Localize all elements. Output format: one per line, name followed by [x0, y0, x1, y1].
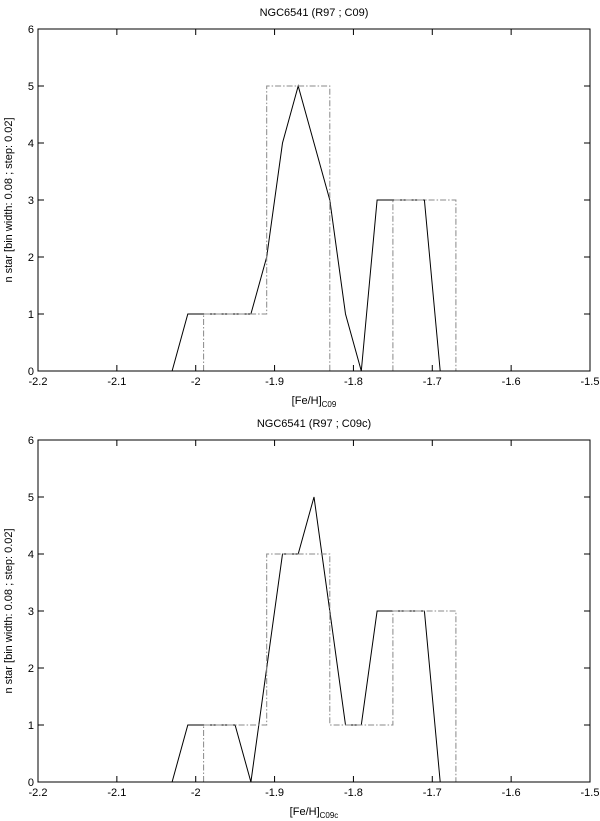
- chart-panel-top: NGC6541 (R97 ; C09) n star [bin width: 0…: [3, 7, 599, 409]
- y-tick-label: 4: [28, 138, 34, 150]
- y-tick-label: 1: [28, 720, 34, 732]
- x-tick-label: -1.9: [265, 376, 284, 388]
- x-tick-label: -1.6: [502, 376, 521, 388]
- y-tick-label: 5: [28, 492, 34, 504]
- series-line-solid: [171, 84, 441, 372]
- y-tick-label: 0: [28, 777, 34, 789]
- x-axis-label: [Fe/H]C09: [292, 395, 337, 409]
- axis-ticks: -2.2 -2.1 -2 -1.9 -1.8 -1.7 -1.6 -1.5 0 1 2 3 4 5 6: [28, 435, 600, 799]
- y-tick-label: 6: [28, 24, 34, 36]
- x-tick-label: -2.1: [107, 787, 126, 799]
- x-axis-label-base: [Fe/H]: [290, 806, 320, 818]
- x-axis-label-base: [Fe/H]: [292, 395, 322, 407]
- axis-ticks: -2.2 -2.1 -2 -1.9 -1.8 -1.7 -1.6 -1.5 0 1 2 3 4 5 6: [28, 24, 600, 388]
- chart-panel-bottom: NGC6541 (R97 ; C09c) n star [bin width: …: [3, 418, 599, 820]
- series-layer: [171, 496, 457, 783]
- chart-title: NGC6541 (R97 ; C09): [260, 7, 369, 19]
- x-tick-label: -1.7: [423, 787, 442, 799]
- x-tick-label: -1.6: [502, 787, 521, 799]
- x-axis-label-sub: C09: [322, 400, 337, 409]
- x-tick-label: -2: [191, 787, 201, 799]
- y-tick-label: 4: [28, 549, 34, 561]
- x-tick-label: -1.5: [581, 376, 600, 388]
- x-tick-label: -2.1: [107, 376, 126, 388]
- y-tick-label: 3: [28, 606, 34, 618]
- y-tick-label: 1: [28, 309, 34, 321]
- series-line-solid: [171, 496, 441, 783]
- x-tick-label: -1.5: [581, 787, 600, 799]
- y-tick-label: 6: [28, 435, 34, 447]
- x-tick-label: -2.2: [29, 787, 48, 799]
- y-axis-label: n star [bin width: 0.08 ; step: 0.02]: [3, 528, 15, 693]
- x-tick-label: -1.9: [265, 787, 284, 799]
- series-line-dashdot: [203, 553, 457, 782]
- x-axis-label-sub: C09c: [320, 811, 339, 820]
- y-axis-label: n star [bin width: 0.08 ; step: 0.02]: [3, 117, 15, 282]
- x-axis-label: [Fe/H]C09c: [290, 806, 339, 820]
- x-tick-label: -2.2: [29, 376, 48, 388]
- plot-frame: [37, 28, 591, 372]
- x-tick-label: -2: [191, 376, 201, 388]
- x-tick-label: -1.8: [344, 787, 363, 799]
- plot-frame: [37, 439, 591, 783]
- chart-title: NGC6541 (R97 ; C09c): [257, 418, 371, 430]
- y-tick-label: 2: [28, 252, 34, 264]
- series-layer: [171, 84, 457, 372]
- y-tick-label: 2: [28, 663, 34, 675]
- y-tick-label: 0: [28, 366, 34, 378]
- x-tick-label: -1.8: [344, 376, 363, 388]
- y-tick-label: 5: [28, 81, 34, 93]
- x-tick-label: -1.7: [423, 376, 442, 388]
- series-line-dashdot: [203, 85, 457, 372]
- y-tick-label: 3: [28, 195, 34, 207]
